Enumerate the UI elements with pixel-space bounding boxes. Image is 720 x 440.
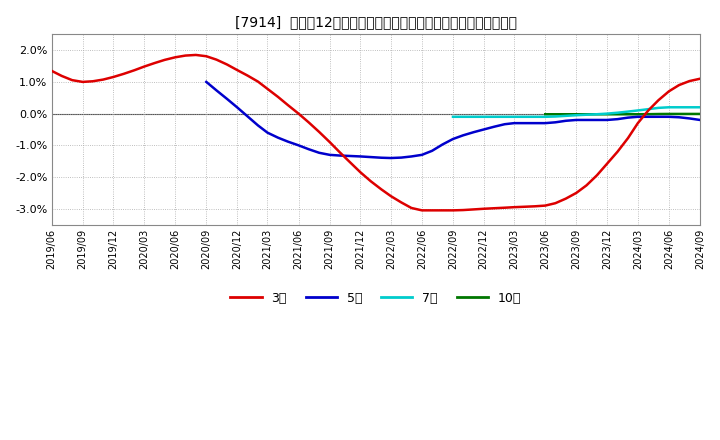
Title: [7914]  売上高12か月移動合計の対前年同期増減率の平均値の推移: [7914] 売上高12か月移動合計の対前年同期増減率の平均値の推移: [235, 15, 517, 29]
Legend: 3年, 5年, 7年, 10年: 3年, 5年, 7年, 10年: [225, 287, 526, 310]
